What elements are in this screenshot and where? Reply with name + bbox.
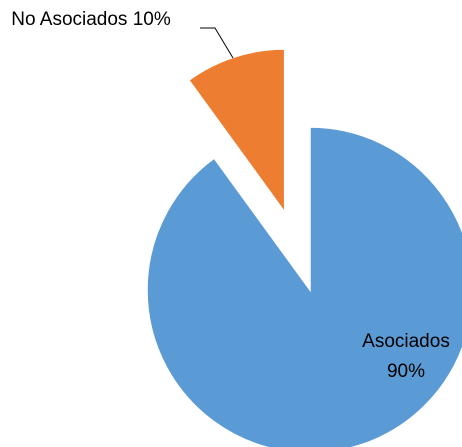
pie-slice: [146, 126, 462, 447]
label-category: No Asociados: [11, 9, 128, 30]
slice-label: No Asociados 10%: [2, 5, 180, 35]
pie-slice: [187, 48, 286, 215]
label-category: Asociados: [362, 331, 450, 352]
slice-label: Asociados 90%: [350, 327, 462, 387]
label-value: 10%: [132, 9, 171, 30]
leader-line: [200, 27, 234, 59]
label-value: 90%: [386, 361, 426, 382]
